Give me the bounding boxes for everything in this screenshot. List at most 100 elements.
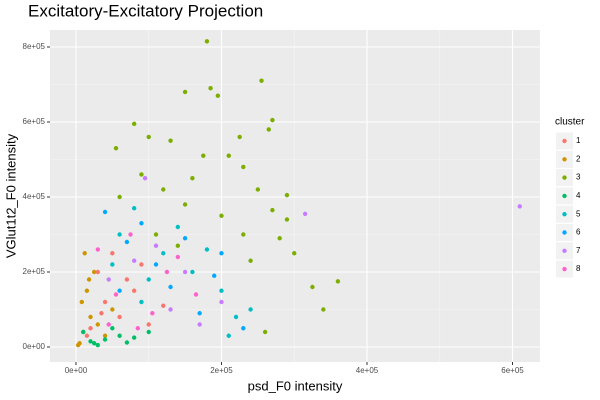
point	[262, 329, 268, 335]
y-tick-label: 8e+05	[23, 42, 46, 51]
point	[128, 232, 133, 237]
point	[233, 314, 239, 320]
legend-swatch	[562, 138, 567, 144]
point	[86, 277, 92, 282]
point	[201, 153, 206, 158]
point	[79, 299, 84, 305]
point	[146, 134, 151, 140]
legend-swatch	[562, 212, 567, 217]
point	[142, 176, 148, 181]
point	[99, 311, 104, 316]
point	[131, 206, 137, 211]
point	[219, 299, 224, 305]
point	[255, 187, 261, 192]
point	[95, 322, 100, 327]
point	[197, 311, 202, 316]
legend-swatch	[562, 157, 567, 162]
point	[131, 335, 137, 340]
point	[197, 322, 202, 327]
point	[241, 164, 246, 170]
point	[175, 243, 181, 248]
point	[161, 303, 166, 308]
point	[146, 329, 151, 335]
legend-label: 2	[576, 154, 581, 163]
point	[208, 86, 213, 91]
point	[248, 258, 253, 263]
point	[237, 134, 242, 140]
chart-title: Excitatory-Excitatory Projection	[28, 1, 263, 20]
point	[182, 269, 188, 275]
point	[241, 232, 246, 237]
legend-label: 7	[576, 246, 581, 255]
point	[204, 247, 210, 252]
point	[131, 121, 137, 127]
point	[193, 292, 199, 297]
point	[302, 211, 308, 217]
legend-label: 5	[576, 209, 581, 218]
point	[284, 192, 290, 198]
point	[113, 292, 119, 297]
y-tick-label: 6e+05	[23, 117, 46, 126]
point	[124, 277, 130, 282]
point	[113, 146, 119, 151]
point	[75, 342, 81, 348]
point	[81, 329, 86, 335]
point	[124, 239, 130, 245]
point	[182, 236, 188, 241]
panel	[50, 30, 540, 362]
point	[517, 204, 522, 209]
point	[102, 333, 108, 338]
point	[117, 232, 122, 237]
point	[226, 333, 231, 338]
point	[117, 194, 122, 200]
point	[139, 262, 144, 267]
point	[182, 202, 188, 207]
point	[88, 339, 93, 344]
y-tick-label: 2e+05	[23, 267, 46, 276]
point	[139, 172, 144, 177]
point	[153, 232, 159, 237]
legend-swatch	[562, 248, 567, 253]
point	[110, 326, 115, 331]
point	[259, 78, 264, 83]
legend-title: cluster	[555, 117, 585, 128]
point	[88, 314, 93, 320]
y-tick-label: 4e+05	[23, 192, 46, 201]
legend-swatch	[562, 266, 567, 272]
point	[150, 311, 155, 316]
legend: 1 2 3 4 5 6 7 8	[556, 132, 581, 278]
point	[146, 322, 151, 327]
point	[292, 251, 297, 256]
point	[139, 221, 144, 226]
grid	[50, 30, 540, 362]
point	[335, 279, 341, 284]
legend-label: 1	[576, 136, 581, 145]
point	[161, 187, 166, 192]
point	[95, 342, 100, 348]
point	[117, 333, 122, 338]
legend-label: 4	[576, 191, 581, 200]
point	[106, 322, 111, 327]
point	[106, 277, 111, 282]
point	[190, 176, 195, 181]
point	[175, 224, 181, 230]
point	[241, 326, 246, 331]
point	[91, 269, 97, 275]
point	[110, 262, 115, 267]
point	[219, 251, 224, 256]
point	[91, 341, 97, 346]
legend-swatch	[562, 193, 567, 199]
point	[248, 307, 253, 312]
legend-label: 6	[576, 228, 581, 237]
x-tick-label: 2e+05	[210, 366, 233, 375]
point	[131, 288, 137, 293]
point	[84, 288, 90, 293]
legend-label: 3	[576, 173, 581, 182]
x-tick-label: 0e+00	[65, 366, 88, 375]
point	[102, 337, 108, 342]
point	[310, 284, 315, 290]
point	[110, 307, 115, 312]
point	[168, 284, 173, 290]
x-tick-label: 4e+05	[356, 366, 379, 375]
